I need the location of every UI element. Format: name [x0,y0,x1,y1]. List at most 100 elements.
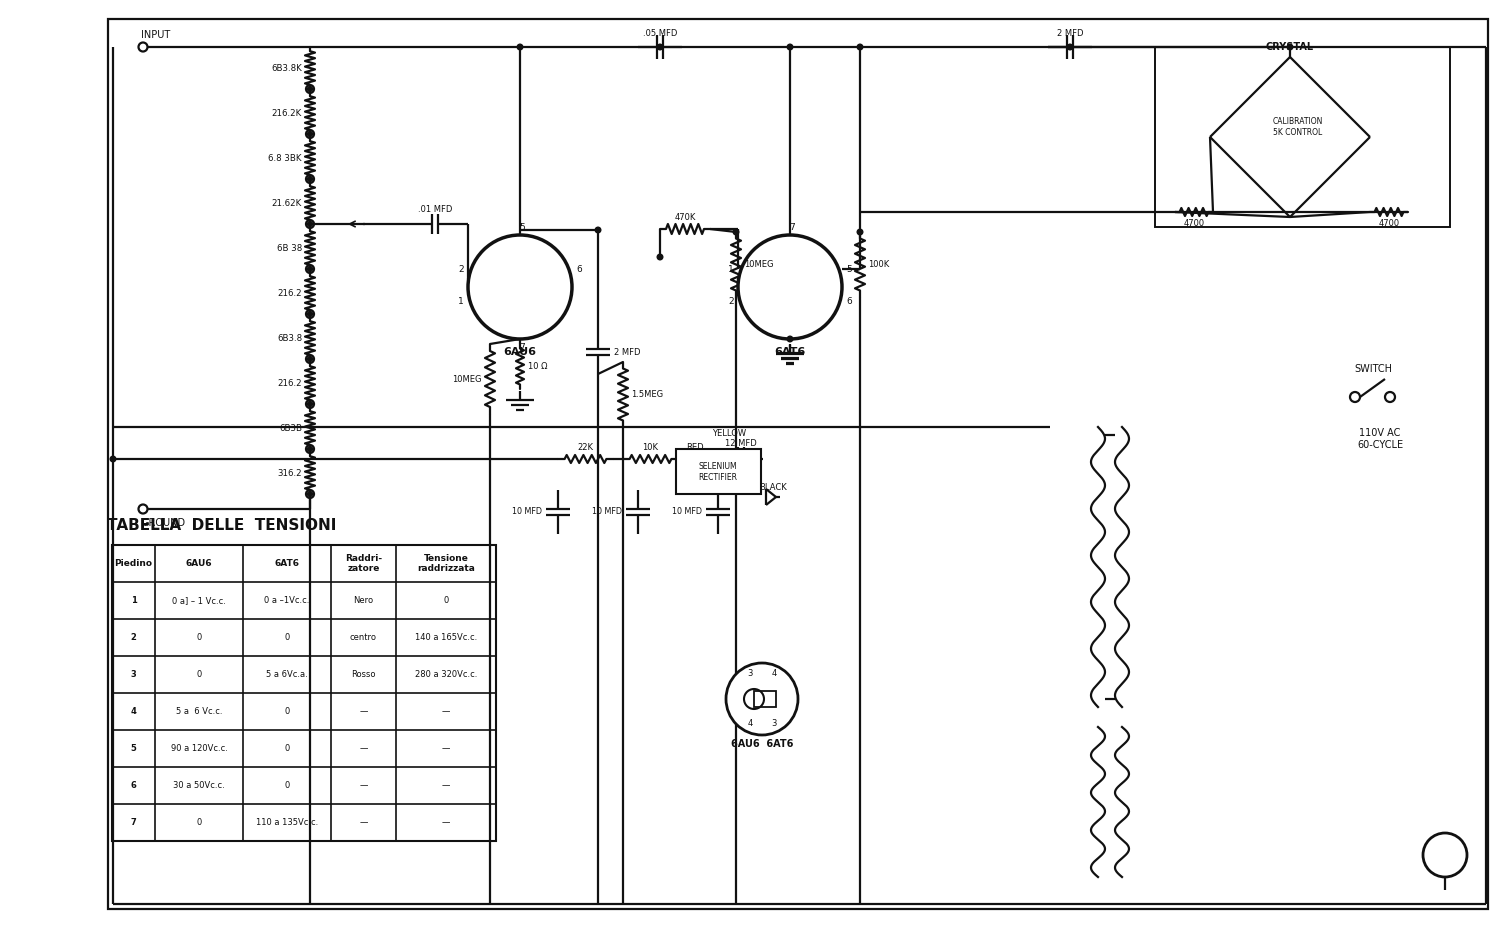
Text: 12 MFD: 12 MFD [724,438,758,448]
Text: 2: 2 [130,633,136,642]
Text: 10 MFD: 10 MFD [672,507,702,516]
Text: 4: 4 [747,719,753,729]
Text: 6AT6: 6AT6 [774,347,806,357]
Text: .05 MFD: .05 MFD [644,29,676,37]
Text: 6.8 3BK: 6.8 3BK [268,154,302,162]
Bar [1155,47,1450,227]
Circle shape [306,85,314,93]
Text: 0: 0 [196,633,201,642]
Text: 6AU6: 6AU6 [504,347,537,357]
Circle shape [734,229,740,235]
Text: 3: 3 [747,669,753,679]
Text: 3: 3 [771,719,777,729]
Text: 7: 7 [130,818,136,827]
Circle shape [738,235,842,339]
Text: 3: 3 [130,670,136,679]
Text: 5 a  6 Vc.c.: 5 a 6 Vc.c. [176,707,222,716]
Circle shape [308,311,312,316]
Circle shape [306,400,314,408]
Circle shape [726,663,798,735]
Text: 4: 4 [771,669,777,679]
Circle shape [110,456,116,462]
Text: —: — [360,707,368,716]
Circle shape [518,44,524,50]
Circle shape [657,44,663,50]
Text: 5: 5 [846,264,852,273]
Circle shape [308,86,312,92]
Text: 1: 1 [458,297,464,306]
Text: 30 a 50Vc.c.: 30 a 50Vc.c. [172,781,225,790]
Text: —: — [360,818,368,827]
Text: —: — [442,744,450,753]
Text: RED: RED [686,442,703,451]
Text: 21.62K: 21.62K [272,198,302,208]
Circle shape [308,447,312,451]
Text: 2: 2 [458,264,464,273]
Text: 10MEG: 10MEG [453,375,482,384]
Text: 1: 1 [130,596,136,605]
Text: 2 MFD: 2 MFD [1056,29,1083,37]
Text: INPUT: INPUT [141,30,170,40]
Text: 4: 4 [130,707,136,716]
Text: 0 a] – 1 Vc.c.: 0 a] – 1 Vc.c. [172,596,226,605]
Circle shape [308,132,312,136]
Text: 6B 38: 6B 38 [276,244,302,252]
Circle shape [1287,44,1293,50]
Text: 90 a 120Vc.c.: 90 a 120Vc.c. [171,744,228,753]
Text: Nero: Nero [354,596,374,605]
Text: 5: 5 [130,744,136,753]
Circle shape [596,227,602,233]
Text: 0: 0 [444,596,448,605]
Text: —: — [442,781,450,790]
Circle shape [856,229,862,235]
Text: 0: 0 [285,744,290,753]
Text: 1.5MEG: 1.5MEG [632,390,663,399]
Text: 0: 0 [285,781,290,790]
Circle shape [308,491,312,497]
Text: 4700: 4700 [1378,219,1400,227]
Text: CALIBRATION
5K CONTROL: CALIBRATION 5K CONTROL [1274,118,1323,136]
Text: .01 MFD: .01 MFD [419,205,452,213]
Text: 316.2: 316.2 [278,468,302,477]
Circle shape [788,337,794,342]
Text: 10MEG: 10MEG [744,260,774,269]
Circle shape [308,176,312,182]
Text: BLACK: BLACK [759,482,788,491]
Bar [112,545,496,841]
Text: 216.2K: 216.2K [272,108,302,118]
Text: —: — [360,781,368,790]
Text: YELLOW: YELLOW [712,428,746,438]
Circle shape [308,401,312,407]
Circle shape [306,355,314,363]
Text: CRYSTAL: CRYSTAL [1266,42,1314,52]
Text: 6B3.8: 6B3.8 [278,334,302,342]
Text: 6: 6 [846,297,852,306]
Text: 6AU6: 6AU6 [186,559,213,568]
Text: Rosso: Rosso [351,670,375,679]
Text: —: — [442,707,450,716]
Circle shape [306,175,314,183]
Text: 10K: 10K [642,442,658,451]
Text: Piedino: Piedino [114,559,153,568]
Circle shape [138,43,147,52]
Text: 0: 0 [196,670,201,679]
Text: 4700: 4700 [1184,219,1204,227]
Circle shape [306,220,314,228]
Text: TABELLA  DELLE  TENSIONI: TABELLA DELLE TENSIONI [108,517,336,532]
Circle shape [1066,44,1072,50]
Text: 22K: 22K [578,442,592,451]
Text: 5: 5 [519,222,525,232]
Circle shape [306,310,314,318]
Circle shape [856,44,862,50]
Text: Raddri-
zatore: Raddri- zatore [345,553,382,573]
Text: —: — [360,744,368,753]
Text: 140 a 165Vc.c.: 140 a 165Vc.c. [416,633,477,642]
Text: Tensione
raddrizzata: Tensione raddrizzata [417,553,476,573]
Circle shape [306,445,314,453]
Text: SELENIUM
RECTIFIER: SELENIUM RECTIFIER [699,463,738,482]
Circle shape [306,490,314,498]
Text: 110V AC
60-CYCLE: 110V AC 60-CYCLE [1358,428,1402,450]
Text: 10 Ω: 10 Ω [528,362,548,371]
Circle shape [1350,392,1360,402]
Circle shape [1384,392,1395,402]
